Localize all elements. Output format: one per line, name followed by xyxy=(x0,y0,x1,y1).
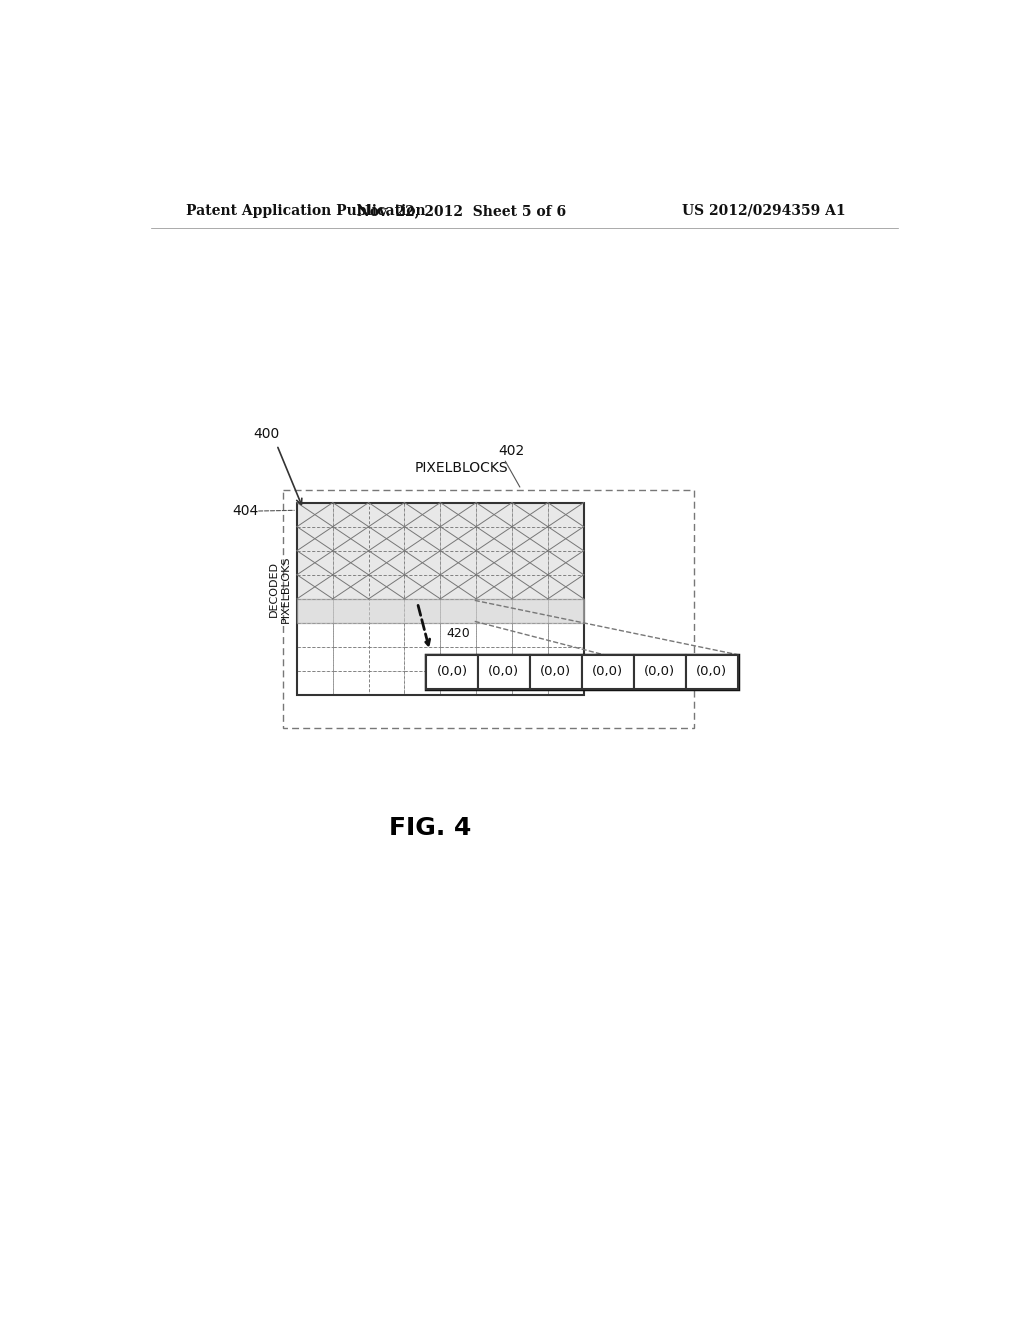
Bar xyxy=(476,503,512,527)
Bar xyxy=(548,527,584,550)
Bar xyxy=(440,503,476,527)
Bar xyxy=(333,550,369,574)
Bar xyxy=(440,599,476,623)
Bar xyxy=(297,647,333,671)
Bar xyxy=(548,550,584,574)
Bar xyxy=(404,574,440,599)
Bar xyxy=(426,655,478,689)
Bar xyxy=(440,671,476,696)
Bar xyxy=(582,655,634,689)
Bar xyxy=(369,574,404,599)
Bar xyxy=(404,599,440,623)
Bar xyxy=(512,574,548,599)
Text: FIG. 4: FIG. 4 xyxy=(389,816,471,841)
Bar xyxy=(297,623,333,647)
Bar xyxy=(440,623,476,647)
Bar xyxy=(297,550,333,574)
Bar xyxy=(404,527,440,550)
Bar xyxy=(686,655,737,689)
Bar xyxy=(476,527,512,550)
Text: (0,0): (0,0) xyxy=(644,665,675,678)
Bar xyxy=(529,655,582,689)
Bar xyxy=(369,527,404,550)
Bar xyxy=(512,599,548,623)
Bar xyxy=(476,550,512,574)
Bar xyxy=(297,503,333,527)
Bar xyxy=(283,490,693,729)
Bar xyxy=(548,671,584,696)
Bar xyxy=(333,647,369,671)
Bar xyxy=(333,503,369,527)
Bar xyxy=(404,623,440,647)
Text: Patent Application Publication: Patent Application Publication xyxy=(186,203,426,218)
Bar xyxy=(548,503,584,527)
Text: DECODED
PIXELBLOKS: DECODED PIXELBLOKS xyxy=(269,556,291,623)
Bar xyxy=(297,599,333,623)
Bar xyxy=(512,671,548,696)
Bar xyxy=(476,574,512,599)
Bar xyxy=(404,550,440,574)
Bar xyxy=(297,671,333,696)
Bar xyxy=(369,599,404,623)
Text: (0,0): (0,0) xyxy=(436,665,468,678)
Text: (0,0): (0,0) xyxy=(592,665,624,678)
Bar xyxy=(333,599,369,623)
Bar xyxy=(476,599,512,623)
Bar xyxy=(512,550,548,574)
Text: 402: 402 xyxy=(499,444,524,458)
Bar xyxy=(476,623,512,647)
Text: (0,0): (0,0) xyxy=(488,665,519,678)
Bar xyxy=(333,671,369,696)
Bar xyxy=(512,647,548,671)
Text: US 2012/0294359 A1: US 2012/0294359 A1 xyxy=(682,203,846,218)
Bar xyxy=(333,527,369,550)
Bar xyxy=(404,503,440,527)
Text: (0,0): (0,0) xyxy=(696,665,727,678)
Text: 400: 400 xyxy=(253,428,280,441)
Bar xyxy=(440,527,476,550)
Bar xyxy=(476,671,512,696)
Bar xyxy=(548,647,584,671)
Bar xyxy=(369,623,404,647)
Bar xyxy=(297,574,333,599)
Bar xyxy=(297,527,333,550)
Bar xyxy=(548,623,584,647)
Text: (0,0): (0,0) xyxy=(541,665,571,678)
Bar xyxy=(512,623,548,647)
Bar xyxy=(404,647,440,671)
Bar xyxy=(512,527,548,550)
Bar xyxy=(634,655,686,689)
Bar xyxy=(369,647,404,671)
Text: PIXELBLOCKS: PIXELBLOCKS xyxy=(415,461,508,475)
Bar xyxy=(333,574,369,599)
Bar xyxy=(426,655,737,689)
Bar xyxy=(333,623,369,647)
Bar xyxy=(404,671,440,696)
Bar xyxy=(440,574,476,599)
Text: Nov. 22, 2012  Sheet 5 of 6: Nov. 22, 2012 Sheet 5 of 6 xyxy=(356,203,566,218)
Bar xyxy=(440,647,476,671)
Bar xyxy=(297,503,584,696)
Bar xyxy=(548,574,584,599)
Bar xyxy=(440,550,476,574)
Bar xyxy=(512,503,548,527)
Text: 404: 404 xyxy=(232,504,259,517)
Bar xyxy=(548,599,584,623)
Bar xyxy=(369,503,404,527)
Bar xyxy=(476,647,512,671)
Bar xyxy=(297,599,584,623)
Bar xyxy=(369,550,404,574)
Text: 420: 420 xyxy=(446,627,470,640)
Bar xyxy=(369,671,404,696)
Bar xyxy=(478,655,529,689)
